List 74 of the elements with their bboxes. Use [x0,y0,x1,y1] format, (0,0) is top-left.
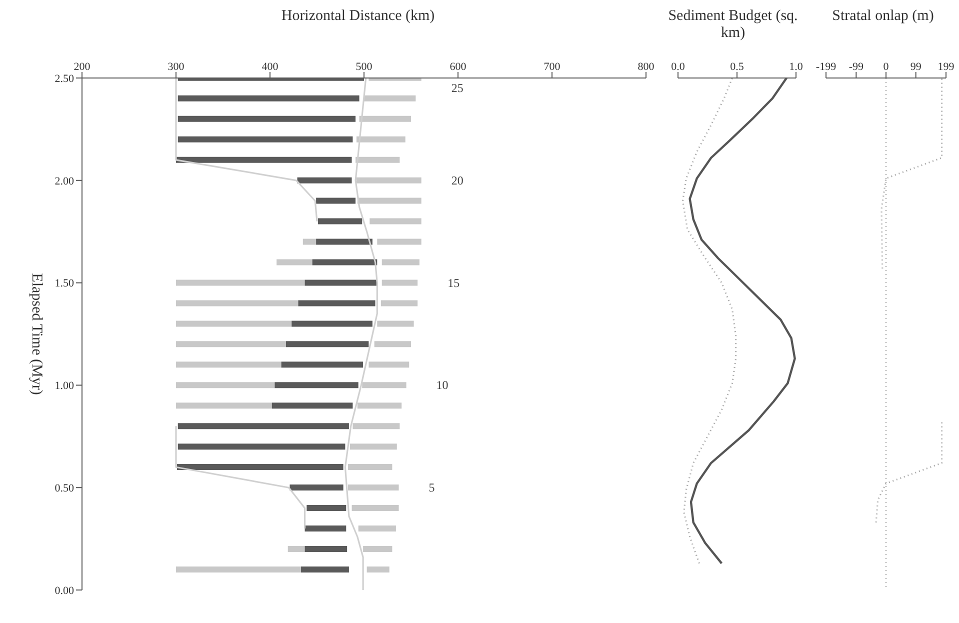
x-tick-label: 800 [638,61,655,73]
y-tick-label: 0.50 [54,482,74,495]
y-tick-label: 2.50 [54,72,74,85]
bar [292,320,372,327]
bar [176,280,305,286]
y-axis-title: Elapsed Time (Myr) [28,273,45,395]
bar [306,505,346,512]
bar [176,382,275,388]
bar [178,95,360,102]
bar [286,341,369,348]
bar [380,300,418,306]
x-tick-label: -199 [816,61,837,73]
bar [382,280,418,286]
bar [176,566,302,572]
annotation: 5 [428,480,435,495]
bar [316,238,372,245]
x-tick-label: 1.0 [789,61,804,73]
bar [312,259,378,266]
bar [178,116,356,122]
bar [176,320,292,327]
y-tick-label: 0.00 [54,584,74,597]
x-tick-label: 0 [883,61,890,73]
bar [377,238,422,245]
y-tick-label: 2.00 [54,175,74,188]
bar [281,362,364,368]
y-tick-label: 1.50 [54,278,74,290]
x-tick-label: -99 [848,61,864,73]
x-axis-title: Horizontal Distance (km) [280,8,436,26]
bar [176,156,352,163]
annotation: 25 [451,81,464,95]
annotation: 15 [448,276,460,290]
bar [298,300,376,306]
annotation: 20 [451,173,464,188]
x-tick-label: 200 [74,61,91,73]
bar [352,505,399,512]
bar [304,280,378,286]
bar [176,464,344,470]
x-tick-label: 400 [262,61,279,73]
bar [316,198,356,204]
bar [318,218,362,224]
bar [302,238,316,245]
bar [176,300,298,306]
bar [301,566,349,572]
bar [297,177,352,184]
bar [176,402,272,409]
x-tick-label: 199 [938,61,955,73]
bar [358,525,396,532]
bar [276,259,312,266]
bar [290,484,344,491]
bar [370,218,422,224]
bar [366,566,390,572]
x-tick-label: 99 [910,61,922,73]
bar [382,259,420,266]
bar [178,444,346,450]
x-tick-label: 700 [544,61,561,73]
x-axis-title: Sediment Budget (sq. km) [667,8,799,41]
x-tick-label: 300 [168,61,185,73]
x-tick-label: 0.5 [730,61,744,73]
x-tick-label: 0.0 [671,61,686,73]
bar [288,546,305,552]
y-tick-label: 1.00 [54,380,74,392]
bar [304,525,346,532]
bar [272,402,353,409]
x-axis-title: Stratal onlap (m) [831,8,935,26]
bar [374,341,411,348]
bar [178,136,353,142]
bar [304,546,348,552]
bar [176,341,286,348]
annotation: 10 [436,378,448,392]
bar [176,362,282,368]
bar [178,423,349,430]
x-tick-label: 500 [356,61,373,73]
bar [274,382,358,388]
x-tick-label: 600 [450,61,467,73]
